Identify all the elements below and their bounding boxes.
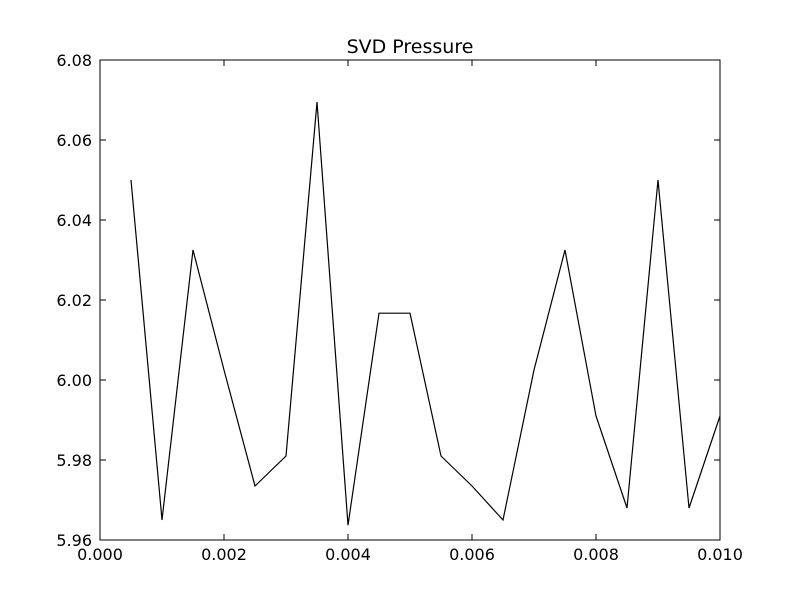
y-tick-label: 6.08 — [56, 51, 92, 70]
y-tick-label: 5.96 — [56, 531, 92, 550]
x-tick-label: 0.000 — [77, 545, 123, 564]
y-tick-label: 5.98 — [56, 451, 92, 470]
y-tick-label: 6.02 — [56, 291, 92, 310]
y-tick-label: 6.04 — [56, 211, 92, 230]
x-tick-label: 0.002 — [201, 545, 247, 564]
x-tick-label: 0.010 — [697, 545, 743, 564]
plot-area: 0.000 0.002 0.004 0.006 0.008 0.010 5.96 5.98 6.… — [56, 51, 743, 564]
x-tick-label: 0.008 — [573, 545, 619, 564]
y-tick-label: 6.00 — [56, 371, 92, 390]
x-tick-label: 0.006 — [449, 545, 495, 564]
chart-title: SVD Pressure — [347, 36, 474, 58]
y-tick-label: 6.06 — [56, 131, 92, 150]
x-tick-label: 0.004 — [325, 545, 371, 564]
series-line — [130, 101, 721, 526]
